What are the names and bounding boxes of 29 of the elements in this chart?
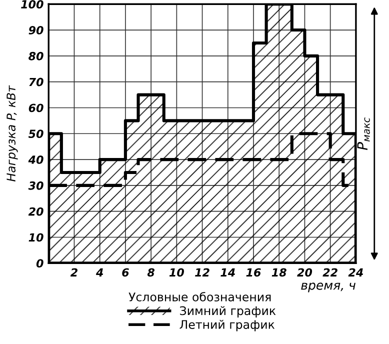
y-tick-label: 40	[28, 156, 44, 164]
legend-label: Летний график	[180, 320, 275, 332]
text: P$_{макс}$	[357, 117, 370, 150]
x-tick-label: 6	[122, 268, 129, 277]
x-tick-label: 4	[96, 268, 104, 276]
y-tick-label: 10	[28, 233, 44, 242]
y-tick-label: 60	[28, 104, 44, 112]
x-tick-label: 22	[322, 268, 338, 276]
x-tick-label: 14	[220, 268, 235, 276]
x-tick-label: 16	[246, 268, 261, 277]
y-tick-label: 100	[21, 0, 44, 9]
y-tick-label: 20	[28, 207, 44, 216]
y-tick-label: 0	[36, 259, 44, 268]
x-tick-label: 18	[272, 268, 286, 277]
y-tick-label: 70	[29, 78, 44, 86]
x-tick-label: 12	[195, 268, 210, 276]
legend-label: Зимний график	[180, 306, 276, 318]
y-tick-label: 30	[28, 181, 44, 190]
x-tick-label: 24	[348, 268, 363, 276]
x-tick-label: 8	[147, 268, 155, 277]
y-axis-title: Нагрузка P, кВт	[6, 85, 18, 182]
x-axis-title: время, ч	[301, 282, 356, 292]
x-tick-label: 2	[70, 268, 78, 276]
x-tick-label: 10	[169, 268, 184, 277]
y-tick-label: 80	[28, 52, 44, 60]
legend-title: Условные обозначения	[128, 292, 271, 302]
y-tick-label: 50	[28, 130, 44, 138]
x-tick-label: 20	[297, 268, 312, 277]
y-tick-label: 90	[28, 26, 44, 34]
